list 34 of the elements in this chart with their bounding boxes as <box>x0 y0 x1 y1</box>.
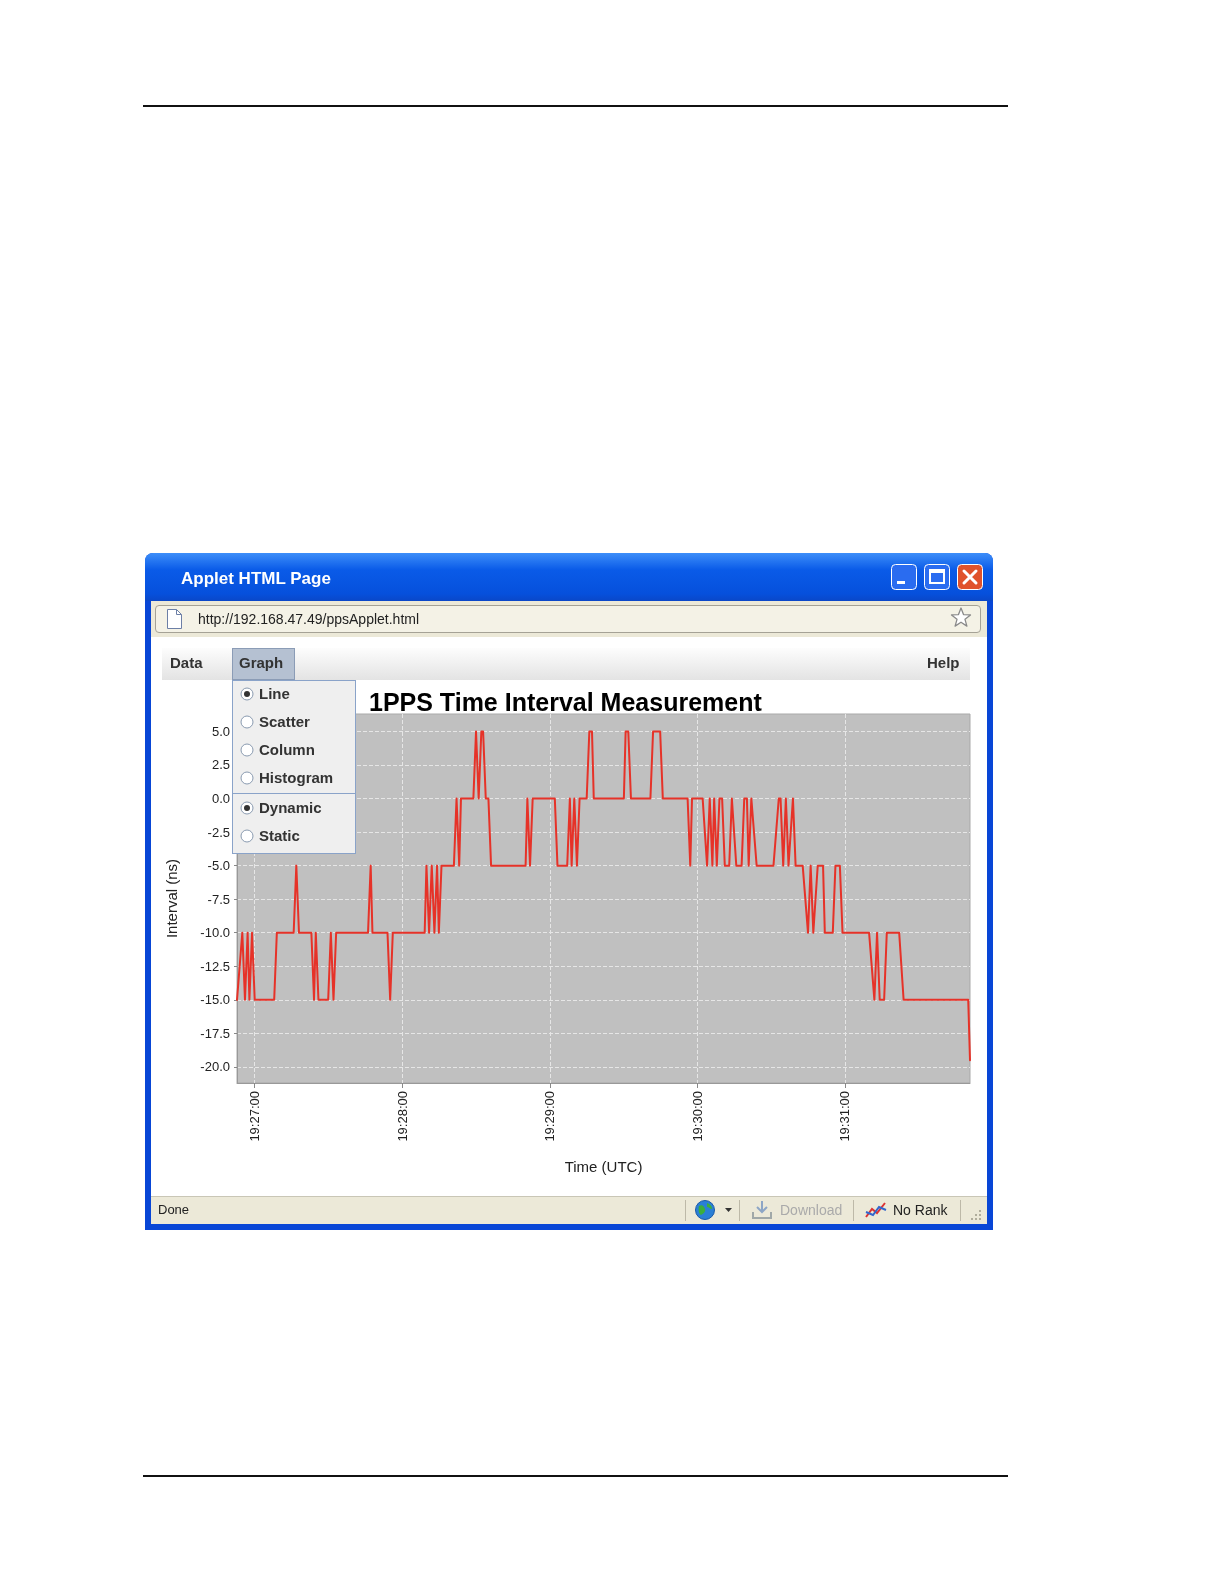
y-tick-label: -2.5 <box>207 824 230 840</box>
text: Line <box>259 684 290 704</box>
x-tick-label: 19:28:00 <box>394 1091 410 1142</box>
text: No Rank <box>893 1201 948 1220</box>
y-axis-title: Interval (ns) <box>163 858 180 939</box>
text: Done <box>158 1201 190 1219</box>
annotation: Scatter <box>259 712 310 732</box>
text: Download <box>780 1201 843 1220</box>
line-series <box>236 730 971 1062</box>
y-tick-label: -15.0 <box>200 992 230 1008</box>
y-tick-label: -5.0 <box>207 858 230 874</box>
x-tick-label: 19:29:00 <box>542 1091 558 1142</box>
y-tick-label: -10.0 <box>200 925 230 941</box>
text: Data <box>170 653 203 673</box>
annotation: Histogram <box>259 768 334 788</box>
y-tick-label: -20.0 <box>200 1059 230 1075</box>
y-tick-label: -17.5 <box>200 1025 230 1041</box>
text: http://192.168.47.49/ppsApplet.html <box>198 610 420 629</box>
annotation: Static <box>259 826 300 846</box>
text: Applet HTML Page <box>181 569 331 589</box>
y-tick-label: -7.5 <box>207 891 230 907</box>
x-tick-label: 19:31:00 <box>837 1091 853 1142</box>
x-axis-title: Time (UTC) <box>564 1158 643 1175</box>
x-tick-label: 19:30:00 <box>689 1091 705 1142</box>
text: Help <box>927 653 960 673</box>
annotation: Column <box>259 740 315 760</box>
y-tick-label: 0.0 <box>211 791 230 807</box>
text: Graph <box>239 653 284 673</box>
y-tick-label: 5.0 <box>211 723 230 739</box>
y-tick-label: -12.5 <box>200 958 230 974</box>
y-tick-label: 2.5 <box>211 757 230 773</box>
chart-title: 1PPS Time Interval Measurement <box>369 687 763 716</box>
annotation: Dynamic <box>259 798 322 818</box>
x-tick-label: 19:27:00 <box>247 1091 263 1142</box>
